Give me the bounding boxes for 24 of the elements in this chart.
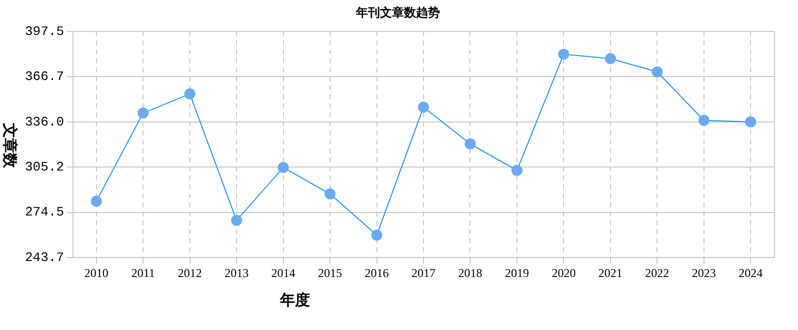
y-tick-label: 274.5 bbox=[24, 204, 64, 220]
x-tick-label: 2016 bbox=[364, 266, 389, 280]
x-tick-label: 2018 bbox=[458, 266, 482, 280]
y-tick-label: 366.7 bbox=[24, 69, 64, 84]
x-tick-label: 2013 bbox=[224, 266, 249, 280]
x-tick-label: 2020 bbox=[552, 266, 576, 280]
x-tick-label: 2017 bbox=[412, 266, 436, 280]
y-tick-label: 305.2 bbox=[24, 160, 64, 175]
x-tick-label: 2014 bbox=[271, 266, 296, 280]
chart-title: 年刊文章数趋势 bbox=[355, 5, 440, 20]
y-tick-label: 336.0 bbox=[24, 114, 64, 130]
x-tick-label: 2015 bbox=[318, 266, 342, 280]
x-axis-title: 年度 bbox=[280, 291, 310, 310]
x-tick-label: 2022 bbox=[645, 266, 670, 280]
y-tick-label: 243.7 bbox=[24, 250, 64, 266]
x-tick-label: 2019 bbox=[504, 266, 529, 280]
x-tick-label: 2011 bbox=[131, 266, 155, 280]
y-tick-label: 397.5 bbox=[24, 24, 64, 39]
x-tick-label: 2012 bbox=[178, 266, 202, 280]
y-axis-title: 文章数 bbox=[0, 123, 19, 168]
x-tick-label: 2010 bbox=[84, 266, 108, 280]
x-tick-label: 2021 bbox=[598, 266, 622, 280]
x-tick-label: 2023 bbox=[692, 266, 716, 280]
x-tick-label: 2024 bbox=[738, 266, 763, 280]
